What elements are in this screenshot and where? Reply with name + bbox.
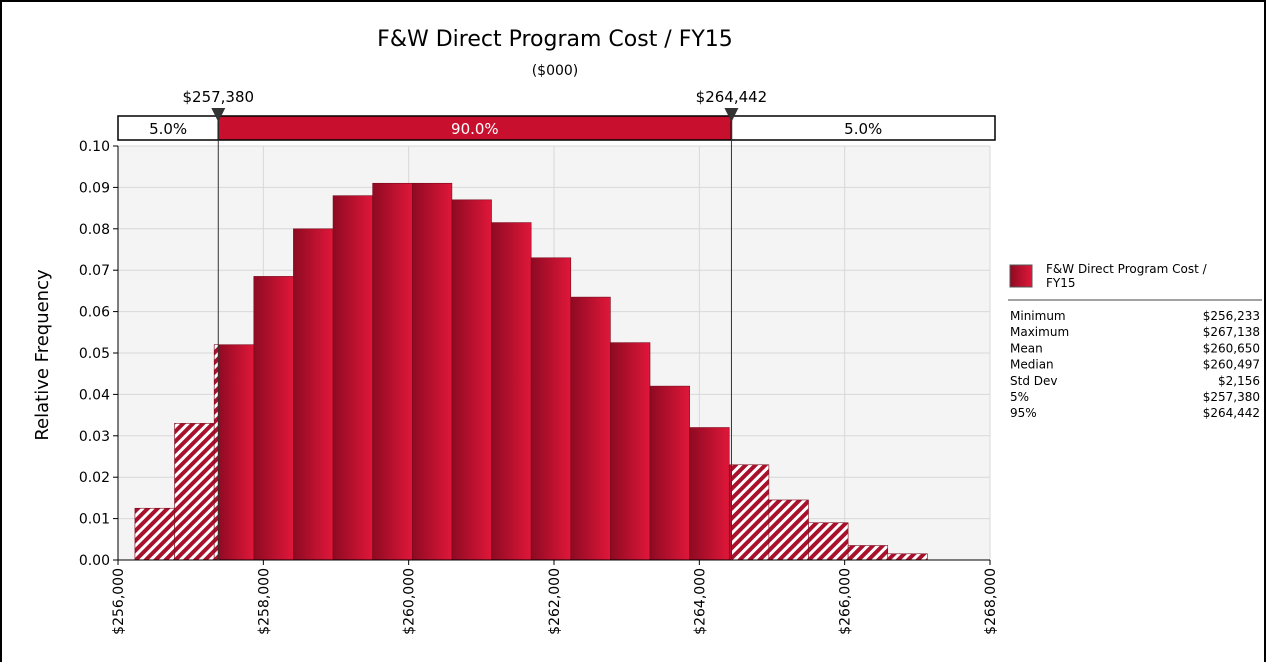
- y-tick-label: 0.09: [79, 180, 110, 196]
- chart-title: F&W Direct Program Cost / FY15: [377, 27, 733, 52]
- bar: [372, 182, 413, 561]
- stat-value: $260,650: [1203, 341, 1260, 355]
- chart-subtitle: ($000): [532, 63, 579, 79]
- bar: [174, 423, 215, 561]
- bar: [451, 199, 492, 561]
- delimiter-label: $257,380: [182, 88, 254, 106]
- bar: [213, 344, 219, 561]
- legend-label-line: F&W Direct Program Cost /: [1046, 262, 1208, 276]
- x-tick-label: $262,000: [547, 568, 563, 635]
- delimiter-marker: [211, 108, 226, 122]
- bar: [649, 385, 690, 561]
- bar: [253, 276, 294, 561]
- stat-name: Std Dev: [1010, 374, 1057, 388]
- stat-name: 95%: [1010, 406, 1037, 420]
- y-tick-label: 0.05: [79, 346, 110, 362]
- stat-value: $264,442: [1203, 406, 1260, 420]
- y-tick-label: 0.00: [79, 553, 110, 569]
- y-tick-label: 0.02: [79, 470, 110, 486]
- x-tick-label: $268,000: [983, 568, 999, 635]
- bar: [411, 182, 453, 561]
- delimiter-marker: [724, 108, 739, 122]
- bar: [847, 545, 889, 561]
- bar: [689, 427, 730, 561]
- y-tick-label: 0.08: [79, 222, 110, 238]
- bar: [731, 464, 770, 561]
- y-tick-label: 0.01: [79, 512, 110, 528]
- x-tick-label: $264,000: [692, 568, 708, 635]
- x-tick-label: $260,000: [402, 568, 418, 635]
- stat-name: Median: [1010, 358, 1054, 372]
- x-tick-label: $256,000: [111, 568, 127, 635]
- stat-name: 5%: [1010, 390, 1029, 404]
- y-tick-label: 0.04: [79, 387, 110, 403]
- bar: [530, 257, 572, 561]
- stat-name: Minimum: [1010, 309, 1066, 323]
- legend-swatch: [1009, 264, 1033, 288]
- region-label: 5.0%: [149, 120, 187, 138]
- bar: [217, 344, 255, 561]
- legend-label-line: FY15: [1046, 276, 1076, 290]
- x-tick-label: $266,000: [838, 568, 854, 635]
- region-box: [117, 115, 220, 141]
- stat-value: $257,380: [1203, 390, 1260, 404]
- bar: [610, 342, 651, 561]
- y-tick-label: 0.03: [79, 429, 110, 445]
- bar: [768, 499, 809, 561]
- region-box: [730, 115, 996, 141]
- region-label: 5.0%: [844, 120, 882, 138]
- stat-name: Maximum: [1010, 325, 1069, 339]
- stat-value: $256,233: [1203, 309, 1260, 323]
- bar: [491, 222, 532, 561]
- bar: [808, 522, 849, 561]
- legend-label: F&W Direct Program Cost / FY15: [1046, 262, 1208, 290]
- stat-value: $2,156: [1218, 374, 1260, 388]
- bar: [887, 553, 928, 561]
- bar: [570, 296, 611, 561]
- stat-value: $267,138: [1203, 325, 1260, 339]
- y-tick-label: 0.06: [79, 305, 110, 321]
- y-tick-label: 0.10: [79, 139, 110, 155]
- bar: [332, 195, 373, 561]
- region-label: 90.0%: [451, 120, 499, 138]
- delimiter-label: $264,442: [696, 88, 768, 106]
- bar: [134, 507, 175, 561]
- y-axis-label: Relative Frequency: [32, 269, 53, 441]
- y-tick-label: 0.07: [79, 263, 110, 279]
- stat-name: Mean: [1010, 341, 1043, 355]
- x-tick-label: $258,000: [256, 568, 272, 635]
- bar: [293, 228, 334, 561]
- region-box: [217, 115, 733, 141]
- stat-value: $260,497: [1203, 358, 1260, 372]
